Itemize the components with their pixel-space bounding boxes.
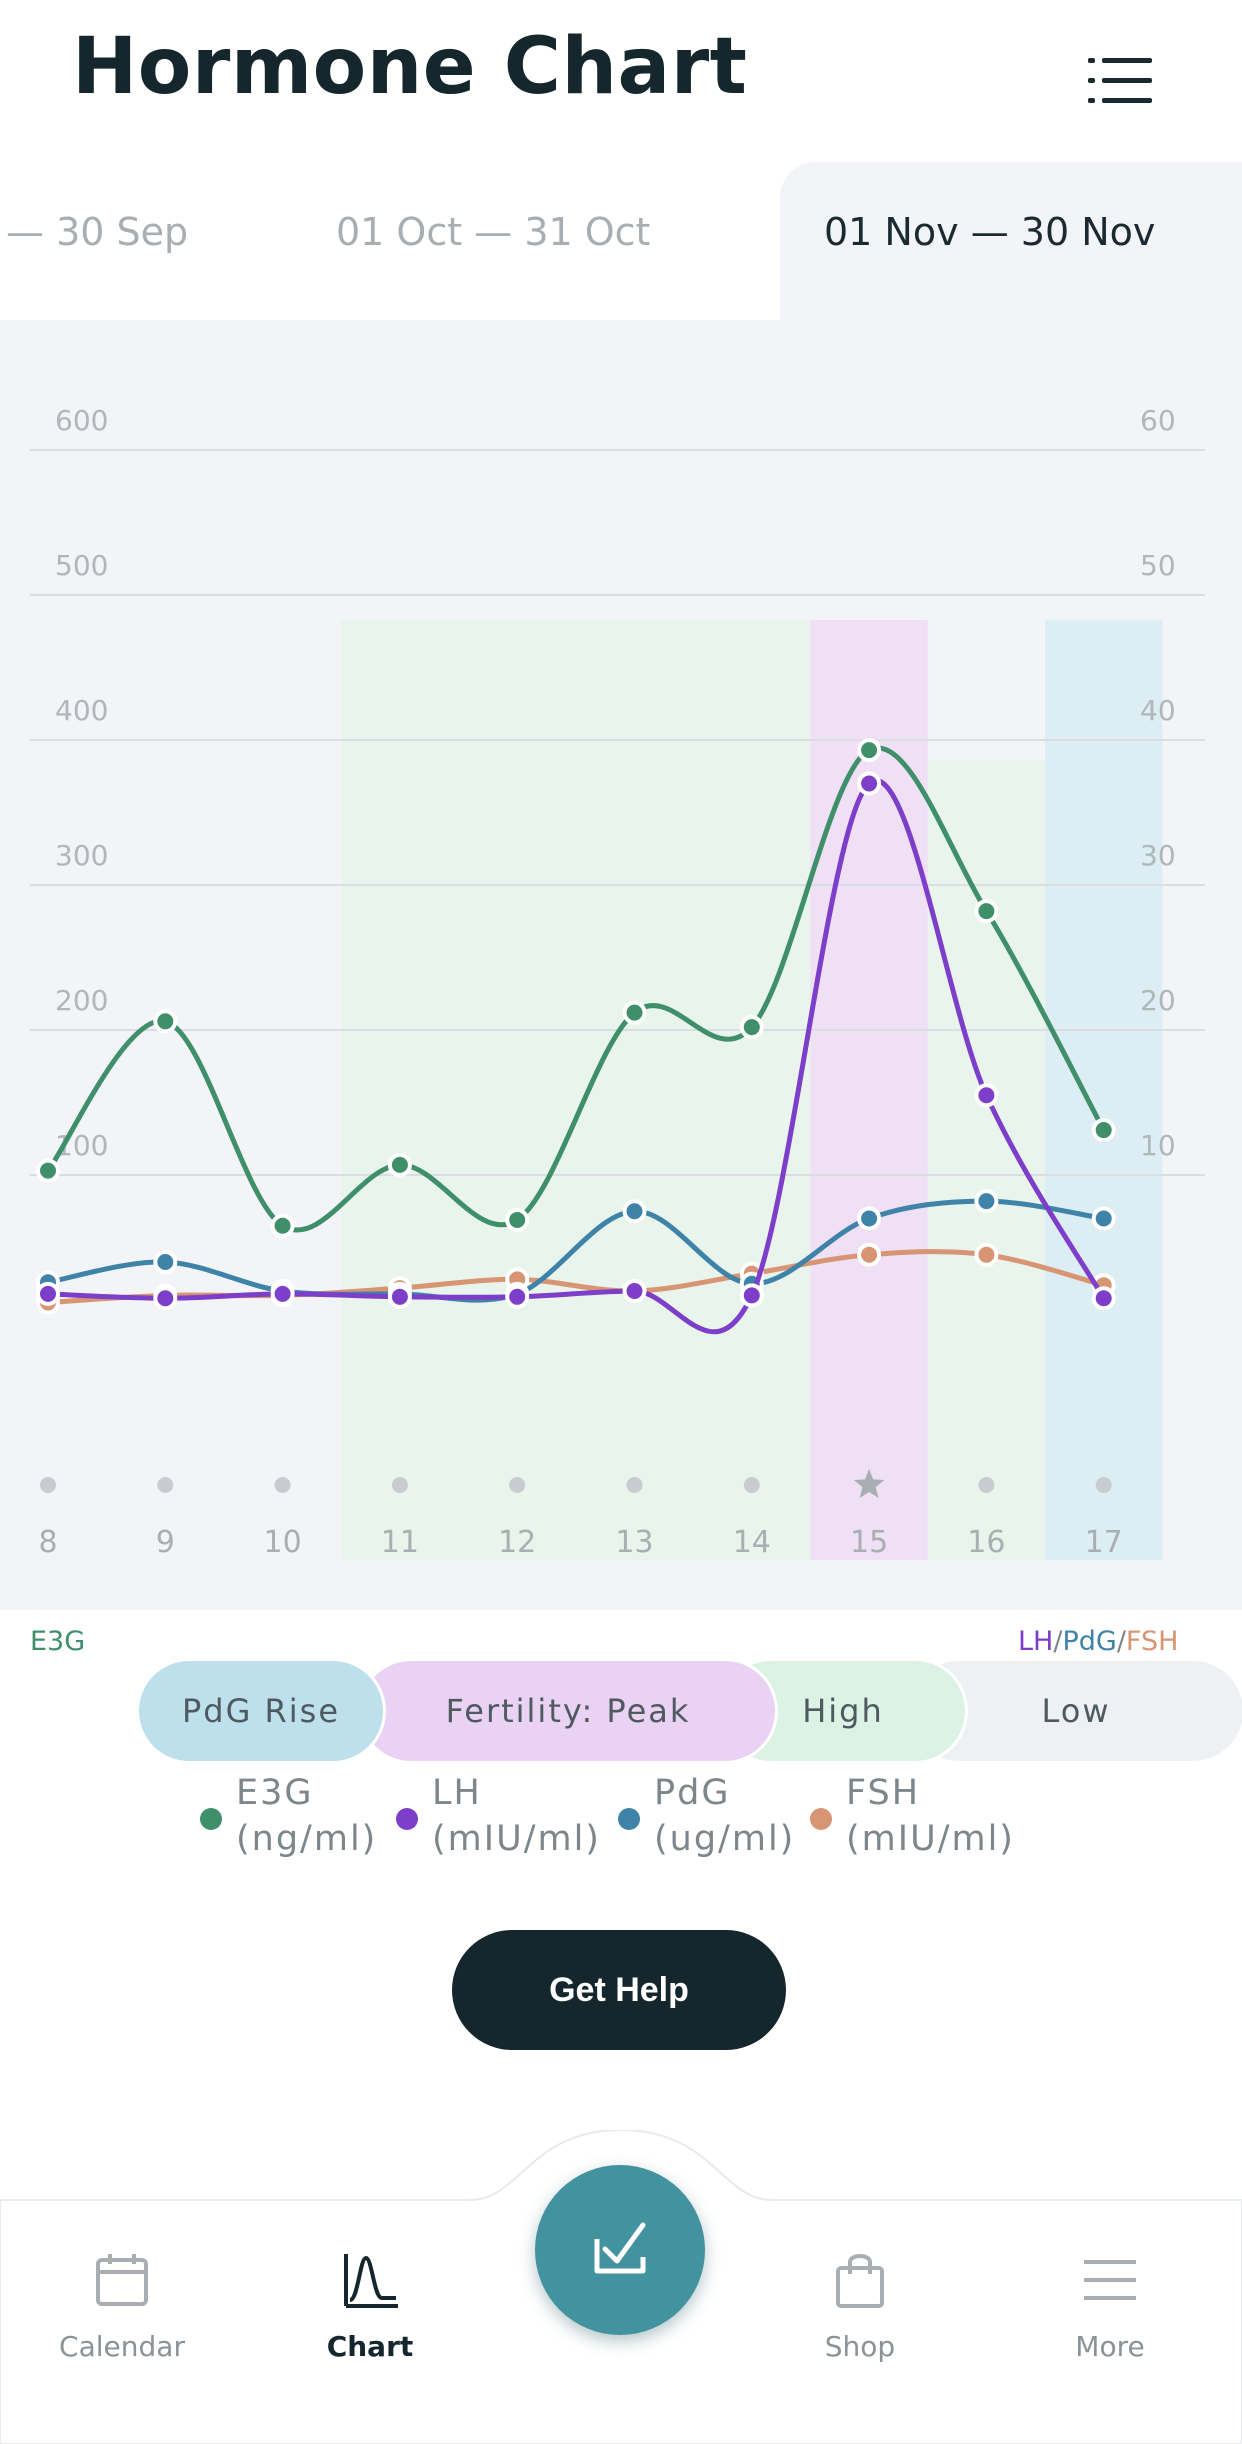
nav-shop[interactable]: Shop [760,2250,960,2363]
point-lh-15 [857,771,882,796]
right-axis-pdg: PdG [1062,1626,1117,1657]
point-lh-12 [505,1284,530,1309]
bottom-navigation: Calendar Chart Shop More [0,2200,1242,2444]
x-tick-17: 17 [1085,1525,1123,1560]
y-right-tick-3: 40 [1140,694,1176,727]
legend-fsh: FSH (mIU/ml) [810,1770,1015,1862]
y-left-tick-1: 200 [55,984,108,1017]
x-tick-13: 13 [615,1525,653,1560]
day-marker-10 [274,1477,291,1493]
point-e3g-14 [739,1015,764,1040]
day-marker-9 [157,1477,174,1493]
series-line-pdg [47,1198,1105,1303]
x-tick-12: 12 [498,1525,536,1560]
x-tick-16: 16 [967,1525,1005,1560]
log-test-button[interactable] [535,2165,705,2335]
point-e3g-12 [505,1207,530,1232]
point-e3g-16 [974,899,999,924]
right-axis-fsh: FSH [1125,1626,1179,1657]
x-tick-15: 15 [850,1525,888,1560]
point-pdg-17 [1091,1206,1116,1231]
day-marker-12 [509,1477,526,1493]
nav-more-label: More [1075,2330,1145,2363]
point-lh-8 [36,1281,60,1306]
day-marker-8 [40,1477,56,1493]
y-right-tick-0: 10 [1140,1129,1176,1162]
legend-lh: LH (mIU/ml) [396,1770,601,1862]
y-left-tick-4: 500 [55,549,108,582]
tab-range-sep[interactable]: — 30 Sep [6,210,189,254]
point-pdg-16 [974,1189,999,1214]
nav-more[interactable]: More [1010,2250,1210,2363]
point-lh-9 [153,1286,178,1311]
point-e3g-10 [270,1213,295,1238]
fertility-peak: Fertility: Peak [358,1658,778,1764]
series-legend: E3G (ng/ml) LH (mIU/ml) PdG (ug/ml) FSH (mIU… [200,1770,1100,1880]
tab-range-nov[interactable]: 01 Nov — 30 Nov [824,210,1156,254]
y-right-tick-2: 30 [1140,839,1176,872]
active-tab-background [780,162,1242,332]
day-marker-16 [978,1477,995,1493]
point-e3g-9 [153,1009,178,1034]
chart-icon [344,2254,398,2308]
fertility-band-4 [1045,620,1163,1560]
y-left-tick-3: 400 [55,694,108,727]
point-e3g-15 [857,738,882,763]
y-right-tick-1: 20 [1140,984,1176,1017]
point-lh-14 [739,1283,764,1308]
list-icon[interactable] [1088,58,1152,106]
day-marker-11 [391,1477,408,1493]
fertility-band-3 [927,760,1046,1560]
shopping-bag-icon [836,2254,884,2308]
x-tick-10: 10 [264,1525,302,1560]
tab-range-oct[interactable]: 01 Oct — 31 Oct [336,210,651,254]
x-tick-9: 9 [156,1525,175,1560]
fertility-level-legend: Low High Fertility: Peak PdG Rise [136,1658,1242,1768]
point-pdg-15 [857,1206,882,1231]
series-line-e3g [46,745,1106,1233]
calendar-icon [96,2254,148,2306]
test-check-icon [594,2222,646,2274]
x-tick-11: 11 [381,1525,419,1560]
point-e3g-17 [1091,1118,1116,1143]
point-e3g-11 [387,1152,412,1177]
y-right-tick-4: 50 [1140,549,1176,582]
fertility-band-1 [341,620,811,1560]
nav-chart[interactable]: Chart [270,2250,470,2363]
point-lh-10 [270,1281,295,1306]
right-axis-label: LH/PdG/FSH [1018,1626,1179,1657]
y-left-tick-2: 300 [55,839,108,872]
point-fsh-16 [974,1242,999,1267]
nav-chart-label: Chart [326,2330,414,2363]
nav-shop-label: Shop [824,2330,896,2363]
y-right-tick-5: 60 [1140,404,1176,437]
x-tick-8: 8 [38,1525,57,1560]
x-tick-14: 14 [733,1525,771,1560]
fertility-pdg-rise: PdG Rise [136,1658,386,1764]
left-axis-label: E3G [30,1626,86,1657]
legend-pdg: PdG (ug/ml) [618,1770,795,1862]
day-marker-17 [1095,1477,1112,1493]
point-e3g-13 [622,1000,647,1025]
point-lh-17 [1091,1286,1116,1311]
day-marker-13 [626,1477,643,1493]
point-fsh-15 [857,1242,882,1267]
nav-calendar-label: Calendar [59,2330,185,2363]
right-axis-lh: LH [1018,1626,1054,1657]
nav-calendar[interactable]: Calendar [22,2250,222,2363]
page-title: Hormone Chart [72,22,748,112]
point-lh-11 [387,1284,412,1309]
point-e3g-8 [36,1158,60,1183]
point-lh-13 [622,1279,647,1303]
point-pdg-9 [153,1250,178,1274]
peak-star-icon [853,1469,885,1498]
y-left-tick-5: 600 [55,404,108,437]
menu-icon [1084,2260,1136,2300]
point-lh-16 [974,1083,999,1108]
legend-e3g: E3G (ng/ml) [200,1770,377,1862]
day-marker-14 [743,1477,760,1493]
point-pdg-13 [622,1199,647,1224]
get-help-button[interactable]: Get Help [452,1930,786,2050]
